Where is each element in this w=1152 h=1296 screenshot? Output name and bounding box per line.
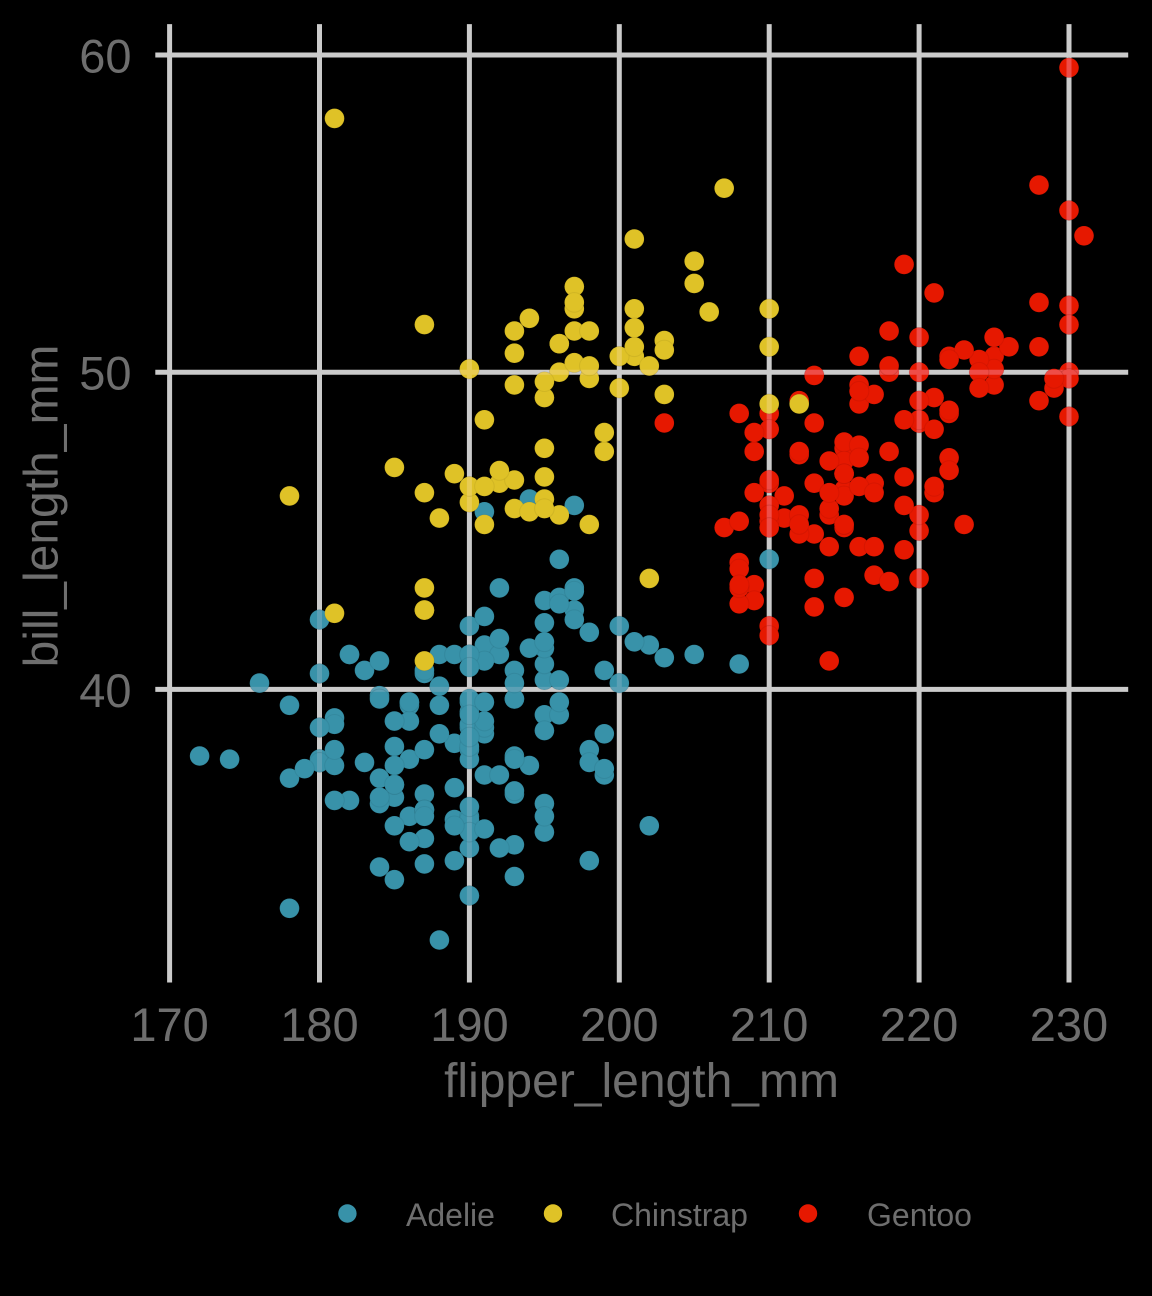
svg-text:230: 230 — [1030, 998, 1108, 1051]
svg-text:40: 40 — [79, 664, 131, 717]
svg-text:190: 190 — [430, 998, 508, 1051]
svg-text:flipper_length_mm: flipper_length_mm — [444, 1055, 839, 1108]
svg-text:Gentoo: Gentoo — [867, 1197, 972, 1233]
svg-text:Adelie: Adelie — [406, 1197, 495, 1233]
svg-text:200: 200 — [580, 998, 658, 1051]
svg-text:50: 50 — [79, 347, 131, 400]
svg-text:180: 180 — [280, 998, 358, 1051]
svg-text:220: 220 — [880, 998, 958, 1051]
svg-text:210: 210 — [730, 998, 808, 1051]
svg-text:170: 170 — [130, 998, 208, 1051]
svg-text:bill_length_mm: bill_length_mm — [16, 345, 69, 668]
svg-text:60: 60 — [79, 30, 131, 83]
svg-text:Chinstrap: Chinstrap — [611, 1197, 748, 1233]
